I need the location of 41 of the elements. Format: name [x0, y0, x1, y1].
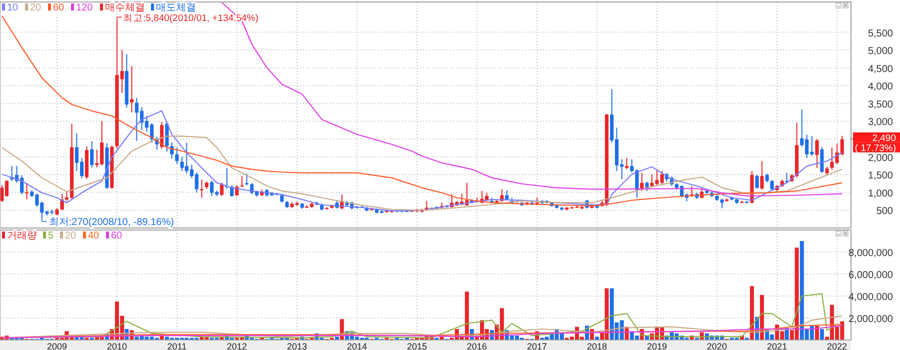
legend-label: 매수체결 — [105, 2, 145, 14]
y-tick-label: 1,500 — [868, 170, 894, 182]
y-tick-label: 2,000,000 — [848, 314, 894, 325]
x-tick-label: 2015 — [406, 342, 427, 350]
x-tick-label: 2014 — [346, 342, 368, 350]
y-tick-label: 4,000,000 — [848, 292, 894, 303]
y-tick-label: 2,000 — [868, 152, 894, 164]
legend-label: 60 — [111, 230, 123, 242]
legend-label: 매도체결 — [156, 2, 196, 14]
legend-label: 120 — [76, 2, 94, 14]
x-tick-label: 2016 — [466, 342, 487, 350]
x-tick-label: 2013 — [287, 342, 308, 350]
y-tick-label: 4,000 — [868, 82, 894, 93]
x-tick-label: 2021 — [767, 342, 788, 350]
x-tick-label: 2018 — [587, 342, 608, 350]
text: 2,490 — [872, 132, 896, 144]
legend-label: 60 — [53, 2, 65, 14]
y-tick-label: 5,500 — [868, 28, 894, 40]
legend-label: 40 — [88, 230, 100, 242]
x-tick-label: 2009 — [46, 342, 68, 350]
x-tick-label: 2011 — [167, 342, 187, 350]
x-tick-label: 2019 — [646, 342, 667, 350]
y-tick-label: 500 — [876, 206, 894, 218]
x-tick-label: 2017 — [527, 342, 548, 350]
x-tick-label: 2022 — [827, 342, 848, 350]
y-tick-label: 8,000,000 — [848, 248, 894, 259]
x-tick-label: 2012 — [226, 342, 247, 350]
y-tick-label: 5,000 — [868, 46, 894, 58]
x-tick-label: 2020 — [706, 342, 727, 350]
legend-label: 10 — [7, 2, 19, 14]
x-tick-label: 2010 — [106, 342, 127, 350]
y-tick-label: 3,000 — [868, 117, 894, 128]
y-tick-label: 6,000,000 — [848, 270, 894, 281]
y-tick-label: 1,000 — [868, 188, 894, 200]
annotation: 최저:270(2008/10, -89.16%) — [48, 216, 174, 228]
legend-label: 20 — [65, 230, 77, 242]
y-tick-label: 4,500 — [868, 64, 894, 75]
legend-label: 5 — [48, 230, 54, 242]
legend-label: 20 — [30, 2, 42, 14]
legend-label: 거래량 — [7, 230, 37, 242]
y-tick-label: 3,500 — [868, 99, 894, 110]
